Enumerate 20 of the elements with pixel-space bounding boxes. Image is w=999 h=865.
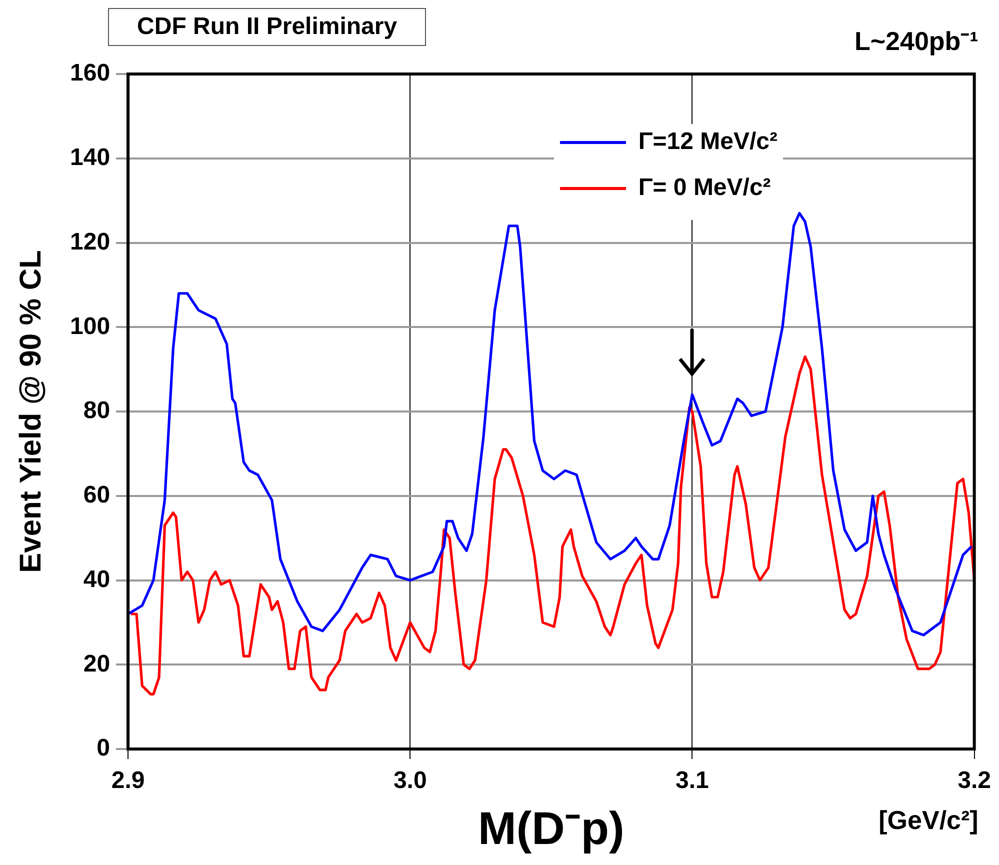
y-tick-label: 20 xyxy=(83,650,110,678)
legend-label: Γ= 0 MeV/c² xyxy=(638,174,771,202)
y-tick-label: 120 xyxy=(70,228,110,256)
y-axis-title: Event Yield @ 90 % CL xyxy=(14,250,48,573)
y-tick-label: 140 xyxy=(70,144,110,171)
x-tick-label: 3.1 xyxy=(676,767,709,794)
y-tick-label: 0 xyxy=(96,734,110,762)
text: [GeV/c²] xyxy=(878,805,978,836)
y-tick-label: 80 xyxy=(83,397,110,424)
y-tick-label: 40 xyxy=(83,566,110,593)
x-tick-label: 3.0 xyxy=(393,767,427,794)
y-tick-label: 60 xyxy=(83,482,110,508)
y-tick-label: 160 xyxy=(70,60,110,87)
y-tick-label: 100 xyxy=(70,312,110,340)
x-tick-label: 2.9 xyxy=(111,767,145,794)
legend-label: Γ=12 MeV/c² xyxy=(638,128,778,156)
text: L~240pb⁻¹ xyxy=(854,25,978,58)
x-axis-title: M(D⁻p) xyxy=(478,802,624,854)
x-tick-label: 3.2 xyxy=(958,767,992,794)
text: CDF Run II Preliminary xyxy=(108,8,426,46)
